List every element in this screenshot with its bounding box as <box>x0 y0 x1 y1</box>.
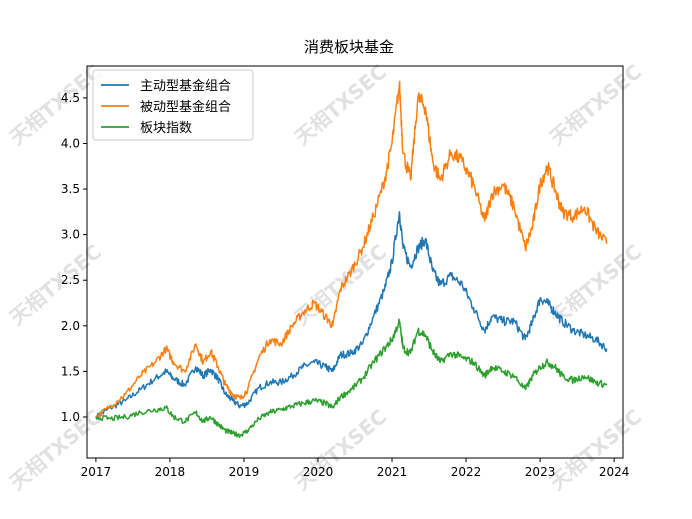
y-tick-label: 4.0 <box>61 136 80 150</box>
y-tick-label: 3.0 <box>61 228 80 242</box>
y-axis: 1.0 1.5 2.0 2.5 3.0 3.5 4.0 4.5 <box>61 91 87 424</box>
x-tick-label: 2018 <box>155 465 186 479</box>
watermark-text: 天相TXSEC <box>290 240 391 330</box>
series-line <box>95 80 608 418</box>
x-tick-label: 2019 <box>229 465 260 479</box>
watermark-text: 天相TXSEC <box>290 405 391 495</box>
y-tick-label: 4.5 <box>61 91 80 105</box>
x-tick-label: 2021 <box>377 465 408 479</box>
series-line <box>95 211 608 420</box>
chart-title: 消费板块基金 <box>304 38 394 56</box>
series-line <box>95 318 608 439</box>
watermark-text: 天相TXSEC <box>545 60 646 150</box>
x-tick-label: 2023 <box>525 465 556 479</box>
watermark-text: 天相TXSEC <box>545 405 646 495</box>
watermark-text: 天相TXSEC <box>5 60 106 150</box>
y-tick-label: 1.5 <box>61 364 80 378</box>
y-tick-label: 1.0 <box>61 410 80 424</box>
plot-area-frame <box>86 65 624 459</box>
legend-label: 板块指数 <box>140 121 192 136</box>
x-tick-label: 2024 <box>599 465 630 479</box>
watermark-text: 天相TXSEC <box>5 240 106 330</box>
y-tick-label: 3.5 <box>61 182 80 196</box>
x-tick-label: 2017 <box>81 465 112 479</box>
watermark-text: 天相TXSEC <box>290 60 391 150</box>
legend-label: 主动型基金组合 <box>140 78 231 94</box>
legend-label: 被动型基金组合 <box>140 99 231 115</box>
y-tick-label: 2.0 <box>61 319 80 333</box>
x-tick-label: 2020 <box>303 465 334 479</box>
legend-box <box>92 69 254 141</box>
x-tick-label: 2022 <box>451 465 482 479</box>
y-tick-label: 2.5 <box>61 273 80 287</box>
x-axis: 2017 2018 2019 2020 2021 2022 2023 2024 <box>81 458 630 479</box>
watermark-text: 天相TXSEC <box>5 405 106 495</box>
series-layer <box>95 80 608 439</box>
